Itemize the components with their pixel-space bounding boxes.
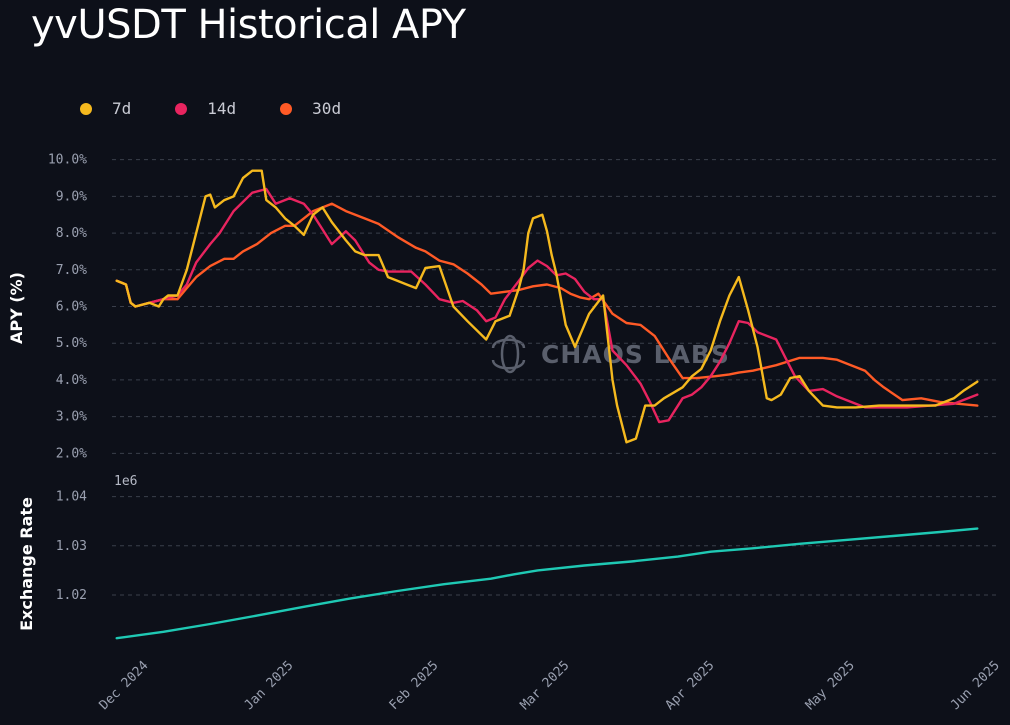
apy-y-tick-label: 8.0% [56,226,87,241]
series-line-14d[interactable] [115,187,979,424]
legend-item-30d[interactable]: 30d [280,99,341,118]
apy-y-tick-label: 10.0% [48,153,87,168]
x-axis: Dec 2024 Jan 2025 Feb 2025 Mar 2025 Apr 2025… [97,658,1003,713]
apy-y-tick-label: 9.0% [56,189,87,204]
exchange-y-tick-label: 1.04 [56,490,87,505]
apy-y-tick-label: 6.0% [56,300,87,315]
apy-y-axis: 10.0% 9.0% 8.0% 7.0% 6.0% 5.0% 4.0% 3.0% 2.0% [48,153,87,462]
exchange-y-tick-label: 1.03 [56,539,87,554]
page-title: yvUSDT Historical APY [31,2,466,48]
apy-y-tick-label: 4.0% [56,373,87,388]
apy-y-tick-label: 3.0% [56,410,87,425]
x-tick-label: Dec 2024 [97,658,152,713]
x-tick-label: Jan 2025 [242,658,297,713]
exchange-series [115,527,979,640]
x-tick-label: Feb 2025 [387,658,442,713]
apy-y-tick-label: 7.0% [56,263,87,278]
exchange-grid [112,496,996,596]
watermark: CHAOS LABS [491,334,730,374]
apy-y-tick-label: 5.0% [56,336,87,351]
chaos-labs-logo-icon [491,334,526,374]
legend-label-30d: 30d [312,99,342,118]
apy-y-axis-title: APY (%) [7,272,26,344]
legend-label-7d: 7d [112,99,132,118]
exchange-y-tick-label: 1.02 [56,588,87,603]
watermark-text: CHAOS LABS [541,340,730,369]
exchange-y-axis: 1.04 1.03 1.02 [56,490,87,603]
legend-item-14d[interactable]: 14d [175,99,236,118]
x-tick-label: Apr 2025 [663,658,718,713]
legend-label-14d: 14d [207,99,237,118]
x-tick-label: Mar 2025 [518,658,573,713]
apy-grid [112,159,996,454]
apy-series [115,169,979,444]
legend-item-7d[interactable]: 7d [80,99,131,118]
legend-marker-14d [175,102,188,115]
legend-marker-30d [280,102,293,115]
exchange-scale-label: 1e6 [114,474,137,489]
chart-legend: 7d 14d 30d [80,99,385,118]
apy-y-tick-label: 2.0% [56,446,87,461]
x-tick-label: May 2025 [803,658,858,713]
legend-marker-7d [80,102,92,115]
series-line-exchange-rate[interactable] [115,527,979,640]
exchange-y-axis-title: Exchange Rate [17,497,36,631]
x-tick-label: Jun 2025 [948,658,1003,713]
series-line-7d[interactable] [115,169,979,444]
